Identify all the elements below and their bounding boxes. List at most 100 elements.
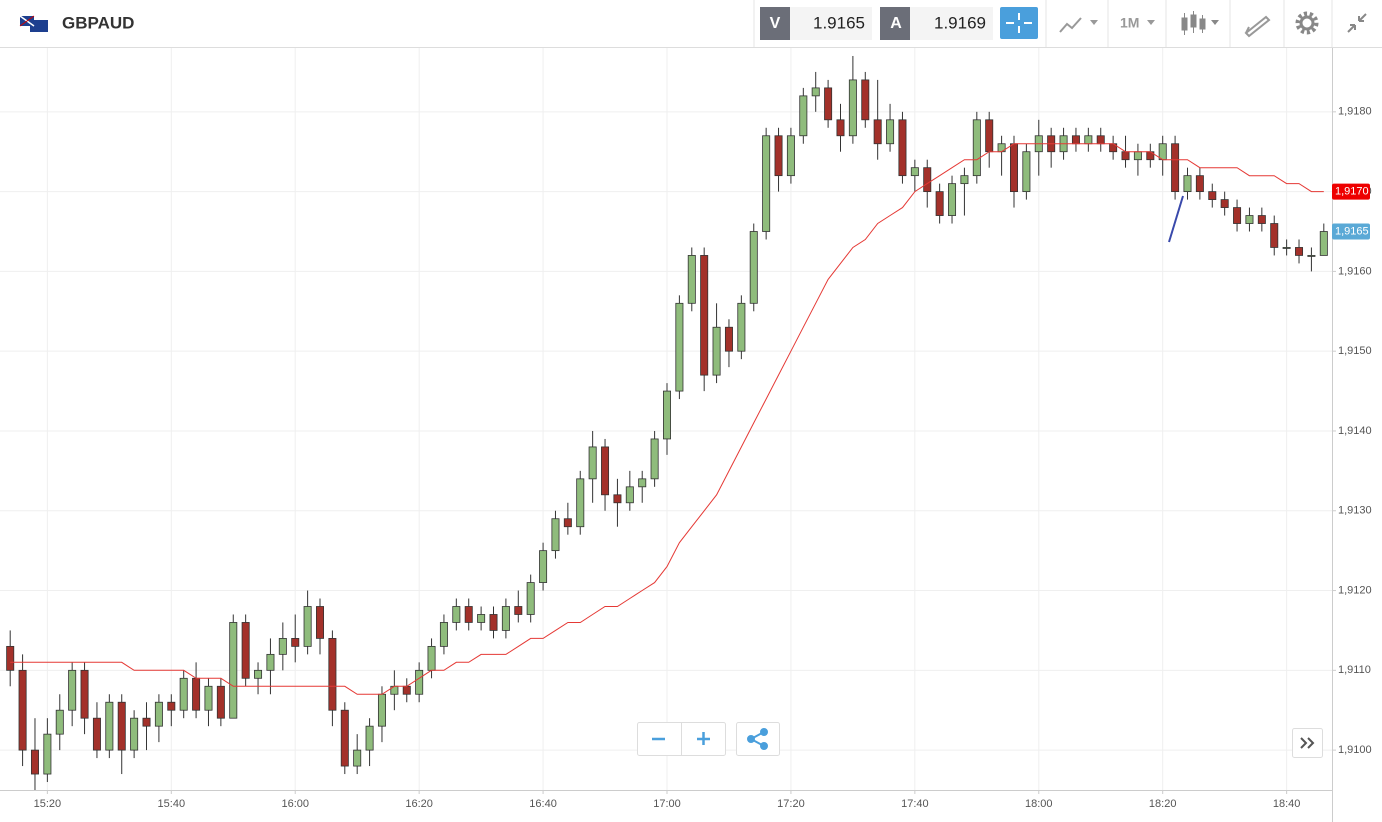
candle-body [724,326,733,352]
candle-body [154,701,163,727]
flag [19,15,48,32]
candle-body [1133,151,1142,161]
candle-body [1071,135,1080,145]
candle-body [291,638,300,647]
bid-button[interactable] [760,7,790,40]
y-tick-label: 1,9130 [1338,505,1372,517]
candle-body [836,119,845,137]
settings-button[interactable] [1295,11,1319,35]
y-tick-label: 1,9140 [1338,425,1372,437]
candle-body [68,669,77,711]
candle-body [1084,135,1093,145]
candle-body [402,685,411,695]
y-tick-label: 1,9100 [1338,744,1372,756]
drawn-trendline[interactable] [1168,195,1184,243]
candle-body [192,677,201,711]
share-button[interactable] [747,728,768,750]
candle-body [18,669,27,751]
candle-body [1022,151,1031,193]
candle-body [439,622,448,647]
candle-body [377,693,386,727]
y-tick-label: 1,9160 [1338,265,1372,277]
candle-body [464,606,473,623]
candle-body [353,749,362,767]
candle-body [848,79,857,137]
bid-box[interactable] [790,7,872,40]
collapse-button[interactable] [1347,13,1367,33]
candle-body [278,638,287,655]
candle-body [1121,151,1130,161]
ask-button[interactable] [880,7,910,40]
candle-body [55,709,64,735]
candle-body [6,645,15,671]
candle-body [1096,135,1105,145]
candle-body [824,87,833,121]
x-tick-label: 16:40 [529,798,557,810]
candle-body [92,717,101,751]
candle-body [948,183,957,216]
candle-body [216,685,225,719]
ask-box[interactable] [910,7,993,40]
candle-body [576,478,585,528]
candle-body [43,733,52,775]
x-tick-label: 18:00 [1025,798,1053,810]
candle-body [985,119,994,153]
scroll-right-button[interactable] [1292,728,1323,758]
candle-body [613,494,622,504]
candle-body [1257,215,1266,224]
x-tick-label: 18:40 [1273,798,1301,810]
chart-type-button[interactable] [1059,17,1098,33]
candle-body [452,606,461,623]
candle-body [625,486,634,504]
ask-price: 1.9169 [934,13,986,32]
candle-body [142,717,151,727]
candle-body [1183,175,1192,193]
candle-body [898,119,907,177]
candle-body [861,79,870,121]
candle-body [1158,143,1167,161]
price-marker [1332,223,1370,240]
y-tick-label: 1,9150 [1338,345,1372,357]
candle-body [873,119,882,145]
toolbar [0,0,1382,47]
ask-label: A [890,15,902,32]
candle-body [700,255,709,376]
candle-body [601,446,610,496]
crosshair-button[interactable] [1000,7,1038,39]
candle-body [935,191,944,216]
candle-body [303,606,312,647]
candle-body [811,87,820,97]
timeframe[interactable]: 1M [1120,15,1139,31]
candle-body [1195,175,1204,193]
candle-body [786,135,795,177]
candle-body [254,669,263,679]
candle-body [687,255,696,304]
candle-body [650,438,659,480]
price-marker-label: 1,9165 [1335,225,1369,237]
y-tick-label: 1,9120 [1338,584,1372,596]
bid-label: V [770,15,781,32]
candle-body [774,135,783,177]
y-tick-label: 1,9110 [1338,664,1371,676]
x-tick-label: 15:40 [158,798,186,810]
candle-body [638,478,647,488]
candle-body [1319,231,1328,256]
candle-body [563,518,572,528]
candle-body [229,622,238,719]
candle-body [130,717,139,751]
x-tick-label: 17:00 [653,798,681,810]
zoom-in-button[interactable] [697,732,710,745]
candle-style-button[interactable] [1181,11,1219,35]
candle-body [514,606,523,615]
candle-body [241,622,250,679]
candle-body [1009,143,1018,193]
candle-body [799,95,808,137]
candle-body [415,669,424,695]
candle-body [910,167,919,177]
candle-body [663,390,671,440]
symbol: GBPAUD [62,13,134,32]
x-tick-label: 17:20 [777,798,805,810]
draw-tool-button[interactable] [1244,15,1271,38]
x-tick-label: 16:20 [405,798,433,810]
